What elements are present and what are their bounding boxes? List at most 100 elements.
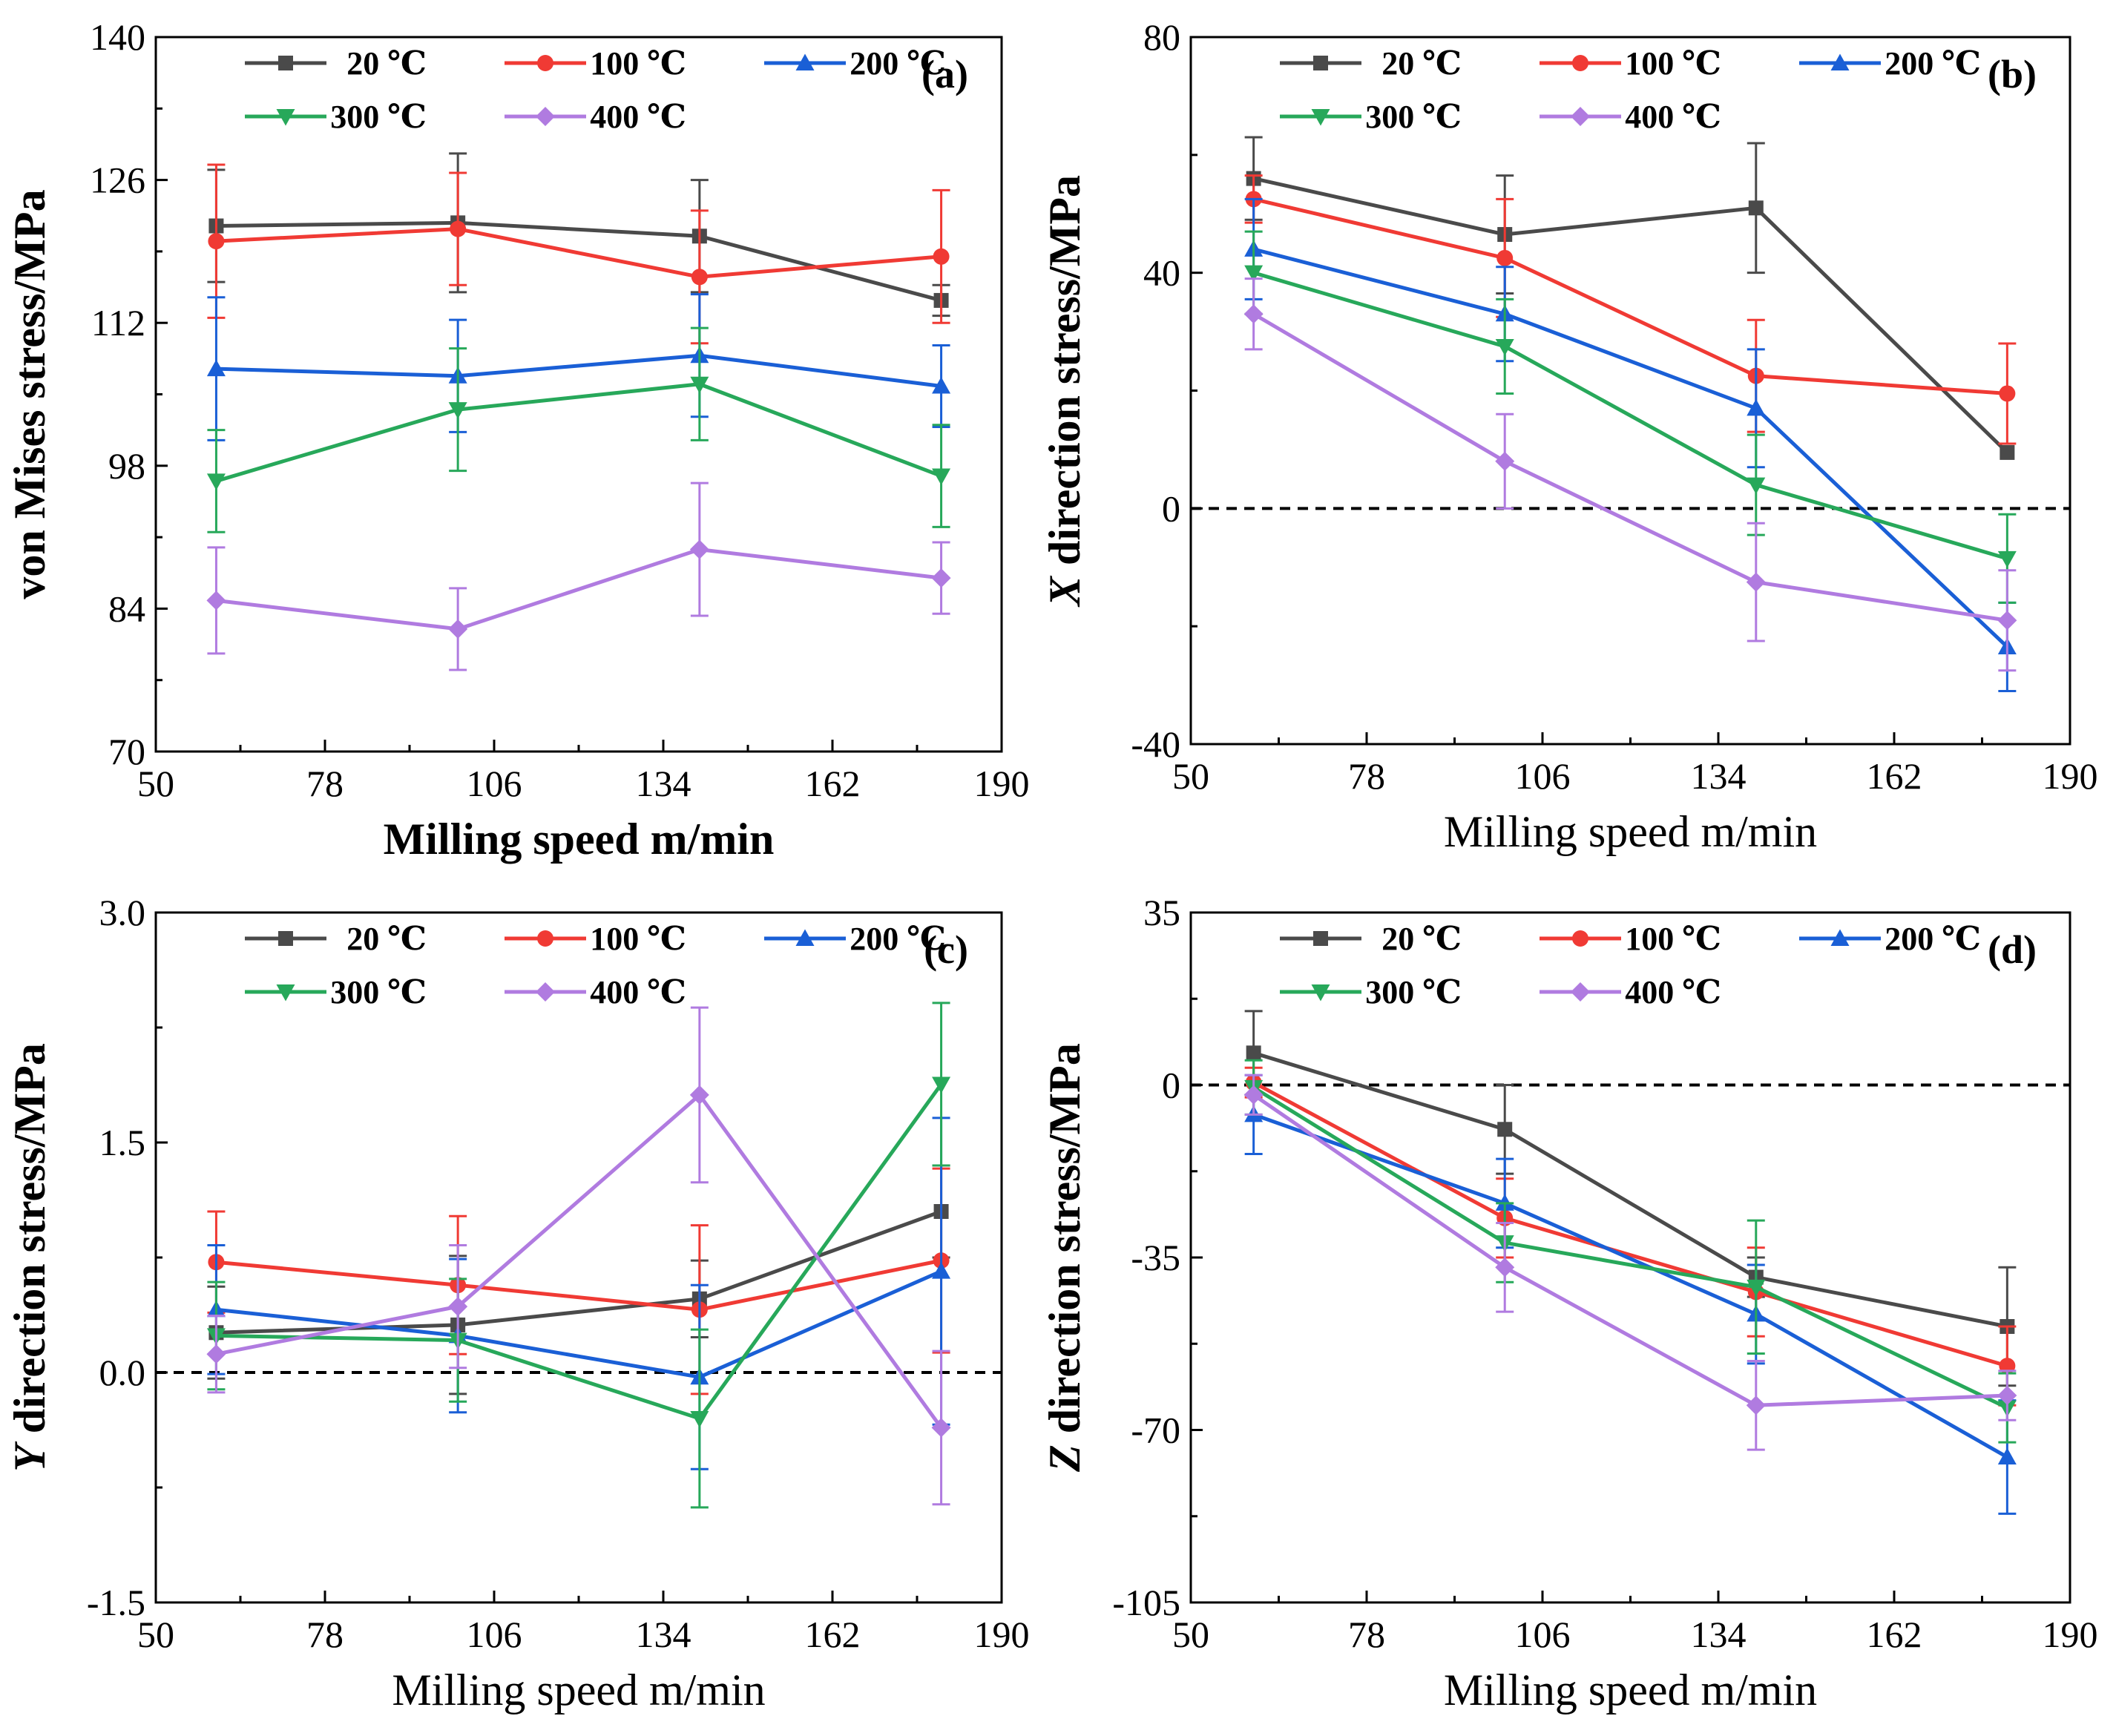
data-point: [1997, 1386, 2017, 1405]
legend-label: 20 ℃: [1381, 921, 1462, 957]
data-point: [932, 376, 951, 394]
series-line: [1252, 1080, 2008, 1368]
series-0: [1244, 1010, 2017, 1387]
legend-marker: [278, 56, 293, 70]
legend-marker: [1311, 984, 1330, 1002]
x-tick-label: 78: [306, 763, 344, 804]
legend-label: 100 ℃: [590, 921, 686, 957]
x-tick-label: 162: [805, 763, 861, 804]
x-tick-label: 106: [1515, 755, 1571, 797]
legend-label: 300 ℃: [1365, 974, 1462, 1010]
y-tick-label: -40: [1131, 723, 1180, 765]
data-point: [1243, 1085, 1264, 1105]
series-4: [206, 481, 951, 671]
legend-label: 20 ℃: [346, 921, 427, 957]
plot-frame: [154, 36, 1003, 753]
legend-marker: [1830, 53, 1850, 70]
plot-frame: [154, 911, 1003, 1604]
series-line: [1252, 1085, 2008, 1410]
y-tick-label: 84: [108, 588, 145, 629]
x-tick-label: 134: [636, 1614, 691, 1655]
x-tick-label: 78: [1348, 755, 1385, 797]
legend-entry: 100 ℃: [505, 45, 686, 82]
x-tick-label: 78: [1348, 1614, 1385, 1655]
legend-label: 200 ℃: [1885, 921, 1981, 957]
data-point: [932, 1262, 951, 1279]
data-point: [1997, 1447, 2017, 1465]
data-point: [931, 1418, 951, 1438]
y-tick-label: -35: [1131, 1237, 1180, 1278]
legend-entry: 200 ℃: [764, 921, 946, 957]
series-2: [206, 1117, 951, 1470]
data-point: [1748, 200, 1764, 216]
legend-entry: 20 ℃: [1280, 45, 1462, 82]
legend-marker: [536, 982, 555, 1002]
legend-marker: [1311, 109, 1330, 126]
x-tick-label: 162: [1867, 1614, 1922, 1655]
data-point: [933, 248, 950, 265]
panel-2: 50 78 106 134 162 190 -1.5 0.0 1.5 3.0 Milling spe…: [5, 892, 1030, 1714]
legend-marker: [276, 109, 295, 126]
data-point: [1244, 265, 1264, 283]
data-point: [932, 1076, 951, 1094]
legend-marker: [537, 55, 553, 71]
legend-entry: 400 ℃: [505, 974, 686, 1010]
y-tick-label: 0: [1162, 1065, 1180, 1106]
y-tick-label: 3.0: [99, 892, 146, 933]
series-line: [1252, 312, 2008, 622]
legend-entry: 300 ℃: [1280, 99, 1462, 135]
data-point: [1495, 1257, 1515, 1278]
panel-label: (c): [924, 927, 968, 972]
series-2: [1244, 197, 2017, 693]
data-point: [1999, 385, 2016, 402]
y-tick-label: 1.5: [99, 1122, 146, 1163]
series-line: [1253, 177, 2009, 454]
data-point: [1495, 451, 1515, 471]
y-tick-label: 112: [91, 302, 145, 343]
series-line: [1253, 247, 2009, 648]
series-line: [216, 1258, 942, 1312]
legend-marker: [1572, 930, 1588, 947]
series-line: [216, 353, 942, 388]
data-point: [932, 468, 951, 486]
legend-marker: [1571, 982, 1590, 1002]
legend-marker: [1313, 931, 1328, 946]
legend-label: 400 ℃: [590, 974, 686, 1010]
y-axis-label-text: direction stress/MPa: [1040, 1043, 1089, 1444]
x-tick-label: 106: [467, 1614, 522, 1655]
series-1: [1244, 174, 2017, 445]
data-point: [206, 359, 226, 377]
series-2: [206, 293, 951, 441]
data-point: [448, 402, 467, 419]
y-tick-label: 40: [1143, 252, 1180, 294]
panel-1: 50 78 106 134 162 190 -40 0 40 80 Milling speed m/…: [1040, 16, 2098, 856]
y-tick-label: 0: [1162, 487, 1180, 529]
legend-entry: 300 ℃: [245, 99, 427, 135]
series-line: [1252, 1051, 2008, 1329]
y-tick-label: 35: [1143, 892, 1180, 933]
data-point: [691, 269, 708, 286]
series-3: [1244, 1059, 2017, 1444]
legend-marker: [537, 930, 553, 947]
x-tick-label: 106: [467, 763, 522, 804]
legend-label: 100 ℃: [1625, 45, 1721, 82]
data-point: [2000, 444, 2015, 460]
series-line: [1253, 197, 2008, 395]
legend-label: 400 ℃: [1625, 974, 1721, 1010]
y-axis-label: X direction stress/MPa: [1040, 175, 1089, 608]
y-axis-label: Z direction stress/MPa: [1040, 1043, 1089, 1473]
legend-marker: [1830, 929, 1850, 946]
y-tick-label: -105: [1112, 1582, 1180, 1623]
x-axis-label: Milling speed m/min: [392, 1666, 765, 1714]
panel-3: 50 78 106 134 162 190 -105 -70 -35 0 35 Milling spe…: [1040, 892, 2098, 1714]
y-axis-label-variable: Y: [5, 1441, 54, 1472]
legend-entry: 200 ℃: [1799, 45, 1981, 82]
data-point: [689, 1085, 709, 1105]
data-point: [206, 473, 226, 490]
legend-marker: [1571, 107, 1590, 126]
series-1: [207, 163, 950, 345]
legend-label: 400 ℃: [590, 99, 686, 135]
x-tick-label: 190: [974, 763, 1030, 804]
series-line: [1252, 271, 2008, 561]
